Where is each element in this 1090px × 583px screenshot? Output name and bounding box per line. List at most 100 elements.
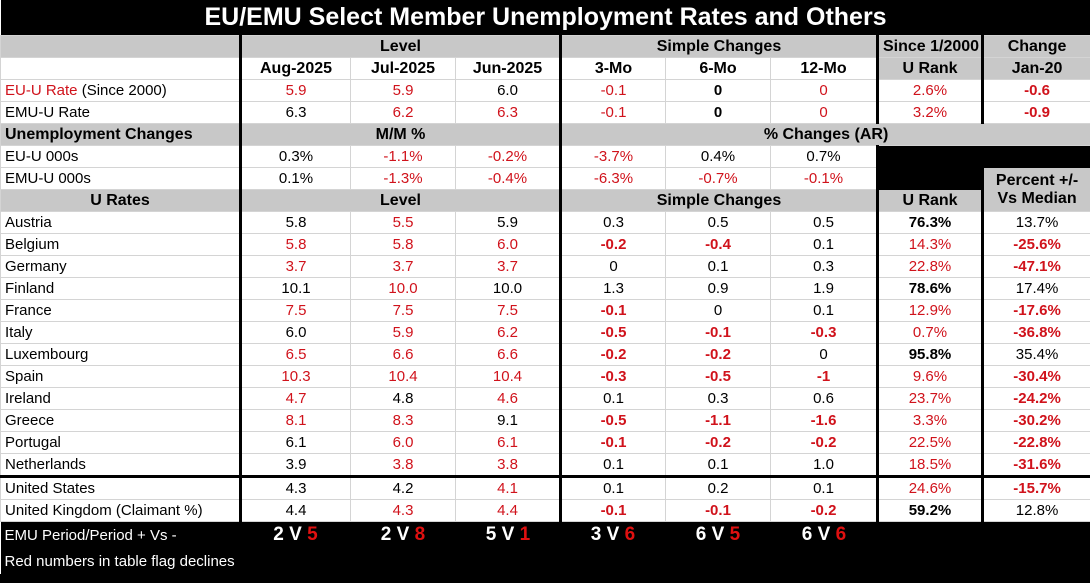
value-cell: 0.1 [559,453,666,477]
row-label-highlight: EU-U Rate [5,82,78,99]
value-cell: -0.5 [665,365,771,388]
row-label-text: (Since 2000) [77,82,167,99]
value-cell: -24.2% [980,387,1090,410]
value-cell: 4.4 [239,499,351,522]
value-cell: -0.4 [665,233,771,256]
header-blank [0,57,241,80]
value-cell: 5.9 [239,79,351,102]
tally-cell: 5 V 1 [455,521,561,548]
value-cell: 3.8 [455,453,561,477]
value-cell: 6.6 [350,343,456,366]
value-cell: -1.1% [350,145,456,168]
value-cell: 3.7 [239,255,351,278]
value-cell: 7.5 [350,299,456,322]
tally-up: 2 [273,524,284,545]
value-cell: 4.4 [455,499,561,522]
value-cell: 18.5% [876,453,983,477]
header-percent: Percent +/- [995,171,1079,189]
value-cell: 35.4% [980,343,1090,366]
header-mm: M/M % [239,123,561,146]
row-label: EMU-U Rate [0,101,241,124]
value-cell: 0 [559,255,666,278]
value-cell: 95.8% [876,343,983,366]
header-simple-changes: Simple Changes [559,189,878,212]
value-cell: 0 [665,79,771,102]
value-cell: -0.5 [559,321,666,344]
row-label: Austria [0,211,241,234]
row-label: Greece [0,409,241,432]
value-cell: -1.6 [770,409,878,432]
value-cell: -36.8% [980,321,1090,344]
footer-blank [877,521,1090,548]
value-cell: -0.2 [770,431,878,454]
tally-cell: 3 V 6 [560,521,666,548]
value-cell: 10.4 [455,365,561,388]
row-label: United Kingdom (Claimant %) [0,499,241,522]
value-cell: 6.1 [239,431,351,454]
value-cell: 0.1 [665,453,771,477]
header-simple-changes: Simple Changes [559,35,878,58]
value-cell: 4.6 [455,387,561,410]
value-cell: -1 [770,365,878,388]
value-cell: -0.1 [665,321,771,344]
value-cell: 1.9 [770,277,878,300]
value-cell: 12.9% [876,299,983,322]
value-cell: 0 [770,79,878,102]
country-row: Greece 8.1 8.3 9.1 -0.5 -1.1 -1.6 3.3% -30.2% [0,409,1090,432]
tally-cell: 6 V 6 [770,521,878,548]
value-cell: 0.7% [770,145,878,168]
row-label: Germany [0,255,241,278]
value-cell: 3.8 [350,453,456,477]
value-cell: 4.7 [239,387,351,410]
section-header-u-rates: U Rates [0,189,241,212]
tally-separator: V [283,524,308,545]
value-cell: -0.4% [455,167,561,190]
value-cell: 6.3 [239,101,351,124]
header-period: 3-Mo [559,57,666,80]
value-cell: 3.3% [876,409,983,432]
value-cell: -3.7% [559,145,666,168]
tally-cell: 2 V 5 [240,521,351,548]
country-row: Luxembourg 6.5 6.6 6.6 -0.2 -0.2 0 95.8% 35.4% [0,343,1090,366]
value-cell: 5.8 [239,233,351,256]
value-cell: -0.1 [559,299,666,322]
value-cell: 6.2 [350,101,456,124]
value-cell: 0.7% [876,321,983,344]
header-ar-changes: % Changes (AR) [558,123,1090,146]
value-cell: -0.2 [770,499,878,522]
value-cell: 1.3 [559,277,666,300]
value-cell: -0.1 [559,79,666,102]
tally-up: 6 [801,524,813,545]
value-cell: 0.1 [559,387,666,410]
value-cell: 2.6% [876,79,983,102]
value-cell: -0.1 [559,499,666,522]
value-cell: 0.1 [770,299,878,322]
country-row: Spain 10.3 10.4 10.4 -0.3 -0.5 -1 9.6% -30.4% [0,365,1090,388]
value-cell: 6.0 [455,79,561,102]
value-cell: 5.8 [239,211,351,234]
value-cell: 6.5 [239,343,351,366]
value-cell: -0.5 [559,409,666,432]
country-row: Finland 10.1 10.0 10.0 1.3 0.9 1.9 78.6% 17.4% [0,277,1090,300]
black-filler [876,167,983,190]
value-cell: 7.5 [455,299,561,322]
value-cell: 0.6 [770,387,878,410]
value-cell: 78.6% [876,277,983,300]
value-cell: -0.1 [665,499,771,522]
row-label: Finland [0,277,241,300]
tally-cell: 6 V 5 [665,521,771,548]
tally-down: 5 [307,524,318,545]
value-cell: 10.0 [455,277,561,300]
value-cell: 10.1 [239,277,351,300]
header-change: Change [980,35,1090,58]
row-label: EU-U 000s [0,145,241,168]
value-cell: 5.5 [350,211,456,234]
value-cell: 0.4% [665,145,771,168]
tally-down: 5 [729,524,741,545]
value-cell: 0.1 [770,233,878,256]
value-cell: -15.7% [980,475,1090,500]
row-label: Luxembourg [0,343,241,366]
value-cell: 22.8% [876,255,983,278]
value-cell: 0.3 [665,387,771,410]
row-label: France [0,299,241,322]
